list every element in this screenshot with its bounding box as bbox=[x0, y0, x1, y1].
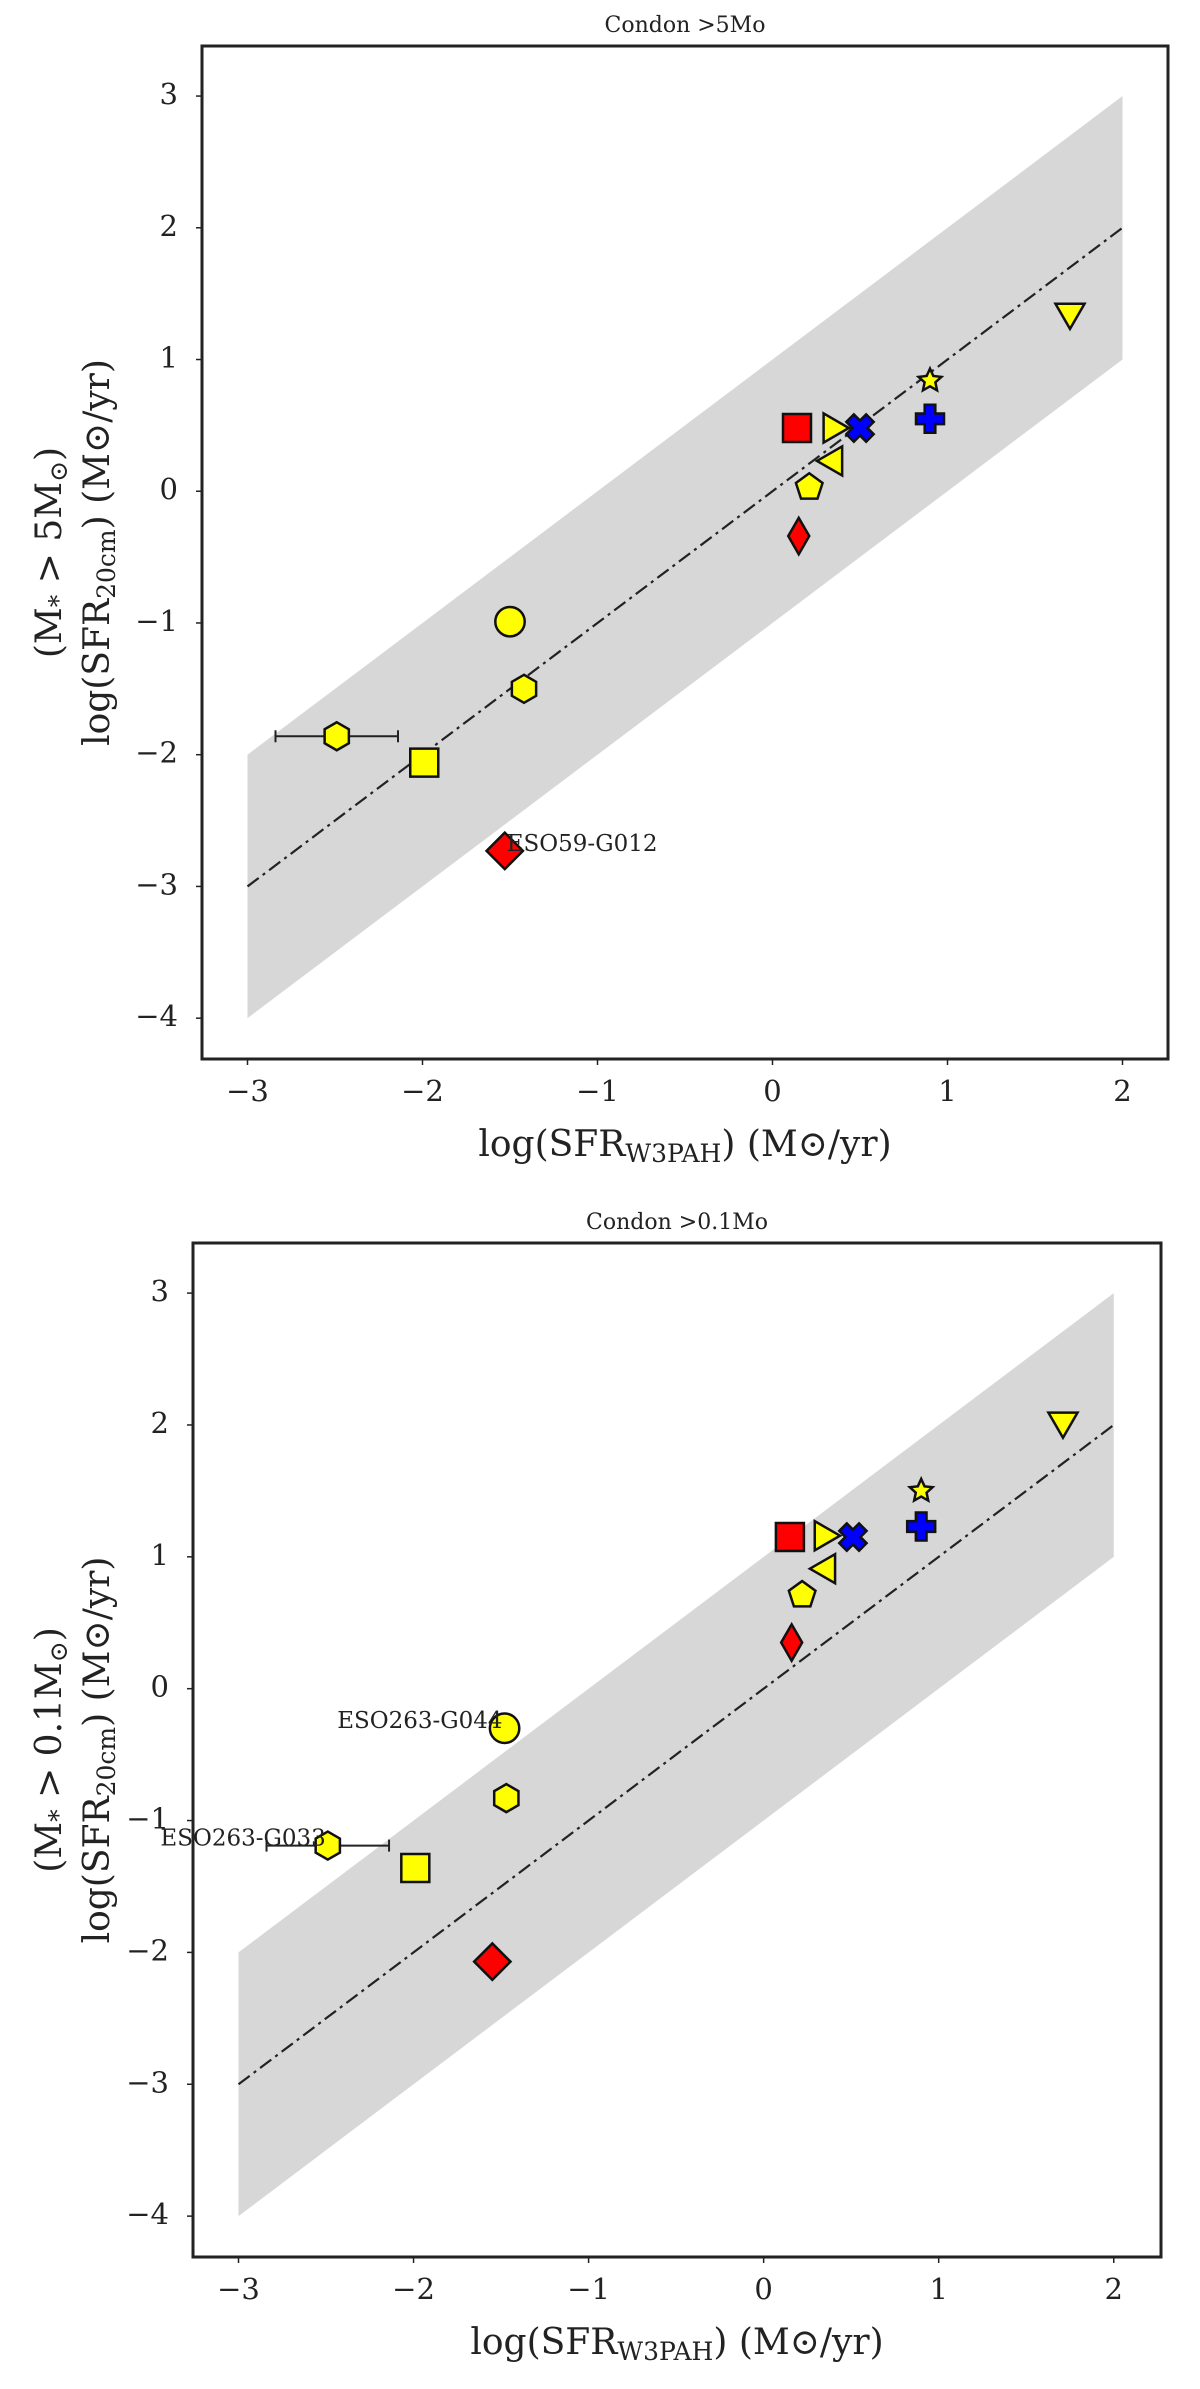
point bbox=[492, 1782, 520, 1814]
point bbox=[472, 1941, 513, 1982]
axis-label: log(SFR20cm) (M⊙/yr) bbox=[77, 1557, 121, 1944]
point bbox=[786, 515, 811, 557]
y-tick-label: −3 bbox=[126, 2065, 169, 2099]
x-tick-label: −1 bbox=[567, 2272, 610, 2306]
x-tick-label: 2 bbox=[1105, 2272, 1123, 2306]
axis-label-part: ⊙ bbox=[44, 461, 73, 482]
point bbox=[837, 1521, 869, 1553]
axis-label-part: W3PAH bbox=[617, 2337, 713, 2366]
axis-label-part: > 0.1M bbox=[29, 1662, 70, 1809]
axis-label-part: (M bbox=[29, 607, 70, 658]
y-tick-label: −4 bbox=[135, 999, 178, 1033]
axis-label: (M* > 5M⊙) bbox=[29, 447, 73, 658]
axis-label-part: > 5M bbox=[29, 482, 70, 595]
x-tick-label: 1 bbox=[938, 1074, 956, 1108]
axis-label-part: log(SFR bbox=[470, 2322, 618, 2363]
axis-label-part: ) bbox=[29, 447, 70, 461]
point bbox=[814, 444, 844, 478]
axis-label-part: ) (M⊙/yr) bbox=[77, 1557, 118, 1727]
point bbox=[488, 1712, 521, 1745]
y-tick-label: −1 bbox=[126, 1802, 169, 1836]
y-tick-label: −3 bbox=[135, 867, 178, 901]
axis-label-part: 20cm bbox=[92, 529, 121, 599]
point bbox=[794, 471, 825, 500]
point bbox=[409, 747, 440, 778]
one-to-one-line bbox=[246, 226, 1124, 888]
y-tick-label: 1 bbox=[151, 1538, 169, 1572]
x-tick-label: 2 bbox=[1113, 1074, 1131, 1108]
chart-title: Condon >5Mo bbox=[605, 13, 766, 38]
axis-label-part: log(SFR bbox=[478, 1124, 626, 1165]
axis-label-part: * bbox=[44, 594, 73, 607]
one-to-one-line bbox=[237, 1424, 1115, 2086]
y-tick-label: 3 bbox=[160, 77, 178, 111]
chart: Condon >0.1Mo −3 −2 −1 0 1 2 −4 −3 −2 −1 0 1 2 3 ESO263… bbox=[29, 1210, 1163, 2366]
point bbox=[323, 720, 351, 752]
axis-label-part: ) (M⊙/yr) bbox=[721, 1124, 891, 1165]
point bbox=[510, 673, 538, 705]
y-tick-label: 0 bbox=[160, 472, 178, 506]
chart-title: Condon >0.1Mo bbox=[586, 1210, 768, 1235]
plot-frame bbox=[200, 44, 1170, 1061]
point bbox=[787, 1579, 817, 1608]
point bbox=[915, 365, 945, 393]
x-tick-label: −2 bbox=[392, 2272, 435, 2306]
axis-label-part: ⊙ bbox=[44, 1641, 73, 1662]
y-tick-label: 0 bbox=[151, 1670, 169, 1704]
point bbox=[494, 605, 526, 638]
y-tick-label: 2 bbox=[160, 209, 178, 243]
y-tick-label: −2 bbox=[126, 1933, 169, 1967]
x-tick-label: 1 bbox=[929, 2272, 947, 2306]
y-tick-label: 3 bbox=[151, 1274, 169, 1308]
point bbox=[905, 1511, 937, 1542]
point bbox=[314, 1830, 342, 1862]
point bbox=[1046, 1411, 1080, 1441]
point-label: ESO263-G033 bbox=[160, 1826, 325, 1852]
axis-label-part: ) bbox=[29, 1627, 70, 1641]
axis-label: log(SFR20cm) (M⊙/yr) bbox=[77, 359, 121, 746]
y-tick-label: 1 bbox=[160, 341, 178, 375]
y-tick-label: −4 bbox=[126, 2197, 169, 2231]
point bbox=[822, 411, 852, 445]
axis-label: (M* > 0.1M⊙) bbox=[29, 1627, 73, 1873]
point bbox=[1053, 302, 1087, 332]
x-tick-label: 0 bbox=[763, 1074, 781, 1108]
y-tick-label: −2 bbox=[135, 736, 178, 770]
x-tick-label: −1 bbox=[576, 1074, 619, 1108]
point bbox=[779, 1621, 804, 1664]
point bbox=[484, 830, 525, 871]
point bbox=[844, 412, 876, 444]
axis-label-part: (M bbox=[29, 1822, 70, 1873]
point bbox=[807, 1551, 837, 1586]
plot-frame bbox=[191, 1241, 1163, 2259]
x-tick-label: 0 bbox=[754, 2272, 772, 2306]
point-label: ESO59-G012 bbox=[507, 831, 658, 857]
axis-label-part: W3PAH bbox=[625, 1139, 721, 1168]
axis-label: log(SFRW3PAH) (M⊙/yr) bbox=[478, 1124, 891, 1168]
axis-label-part: log(SFR bbox=[77, 598, 118, 746]
axis-label-part: ) (M⊙/yr) bbox=[713, 2322, 883, 2363]
y-tick-label: 2 bbox=[151, 1406, 169, 1440]
y-tick-label: −1 bbox=[135, 604, 178, 638]
axis-label-part: log(SFR bbox=[77, 1796, 118, 1944]
axis-label: log(SFRW3PAH) (M⊙/yr) bbox=[470, 2322, 883, 2366]
point bbox=[914, 403, 946, 435]
x-tick-label: −3 bbox=[217, 2272, 260, 2306]
axis-label-part: * bbox=[44, 1809, 73, 1822]
x-tick-label: −3 bbox=[226, 1074, 269, 1108]
point bbox=[400, 1852, 431, 1884]
chart: Condon >5Mo −3 −2 −1 0 1 2 −4 −3 −2 −1 0 1 2 3 ESO59-G0… bbox=[29, 13, 1170, 1168]
point bbox=[781, 412, 813, 444]
axis-label-part: 20cm bbox=[92, 1727, 121, 1797]
point bbox=[774, 1521, 806, 1553]
x-tick-label: −2 bbox=[401, 1074, 444, 1108]
point-label: ESO263-G044 bbox=[337, 1708, 502, 1734]
point bbox=[906, 1475, 936, 1504]
point bbox=[813, 1519, 843, 1553]
axis-label-part: ) (M⊙/yr) bbox=[77, 359, 118, 529]
